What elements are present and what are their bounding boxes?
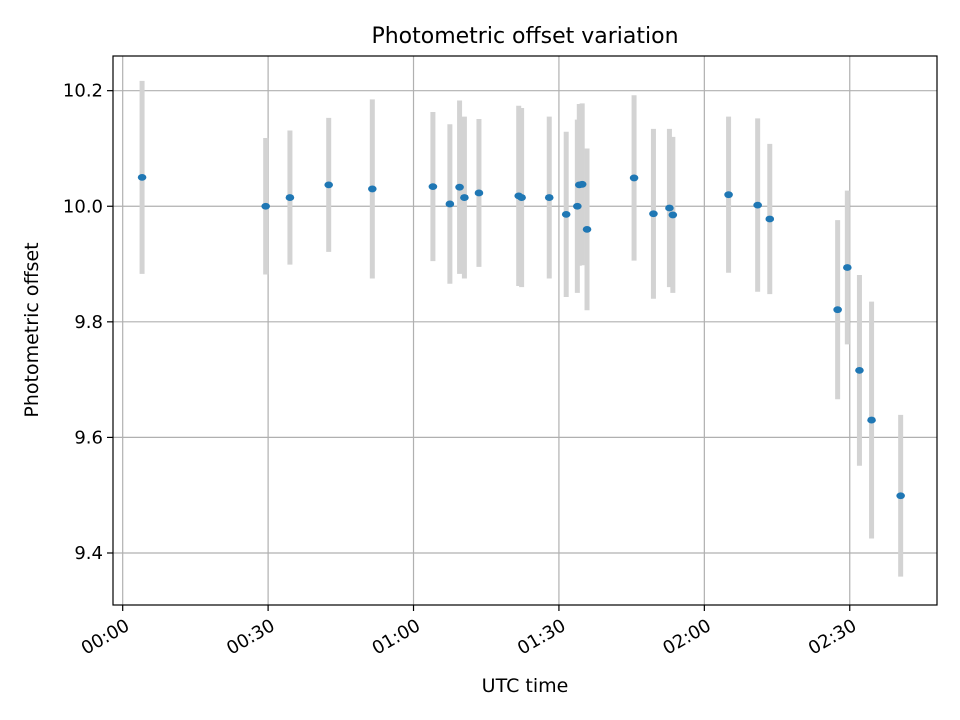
y-tick-label: 10.0 [63, 196, 103, 217]
data-point [753, 201, 762, 209]
data-point [261, 202, 270, 210]
data-point [833, 306, 842, 314]
data-point [573, 202, 582, 210]
data-point [517, 194, 526, 201]
data-point [765, 215, 775, 223]
plot-frame [112, 55, 938, 606]
data-point [445, 200, 455, 208]
data-point [577, 180, 587, 188]
data-point [855, 366, 864, 374]
data-point [582, 225, 592, 233]
y-tick-label: 9.8 [74, 312, 103, 333]
data-point [474, 189, 484, 197]
data-points [137, 173, 905, 500]
data-point [561, 210, 571, 218]
data-point [668, 211, 678, 219]
data-point [629, 174, 639, 182]
data-point [428, 183, 438, 191]
data-point [724, 191, 733, 199]
y-tick-label: 9.6 [74, 427, 103, 448]
data-point [285, 194, 295, 201]
data-point [324, 181, 333, 189]
data-point [665, 204, 674, 212]
data-point [896, 492, 905, 500]
data-point [137, 173, 147, 181]
y-axis-ticks: 9.4 9.6 9.8 10.0 10.2 [63, 81, 113, 564]
data-point [843, 264, 852, 271]
data-point [368, 185, 377, 193]
data-point [455, 183, 464, 191]
data-point [544, 194, 554, 201]
y-tick-label: 9.4 [74, 543, 103, 564]
grid [113, 56, 937, 605]
data-point [460, 194, 469, 201]
data-point [867, 416, 876, 424]
x-axis-label: UTC time [482, 675, 569, 697]
chart-title: Photometric offset variation [371, 24, 678, 49]
y-tick-label: 10.2 [63, 81, 103, 102]
data-point [649, 210, 658, 218]
y-axis-label: Photometric offset [21, 242, 43, 417]
